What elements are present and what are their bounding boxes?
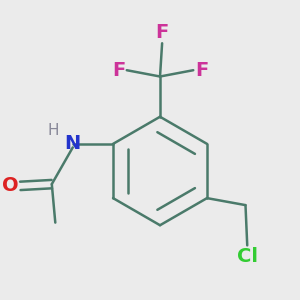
Text: H: H	[48, 123, 59, 138]
Text: N: N	[65, 134, 81, 153]
Text: F: F	[195, 61, 208, 80]
Text: F: F	[112, 61, 125, 80]
Text: O: O	[2, 176, 19, 195]
Text: Cl: Cl	[237, 247, 258, 266]
Text: F: F	[155, 22, 169, 41]
